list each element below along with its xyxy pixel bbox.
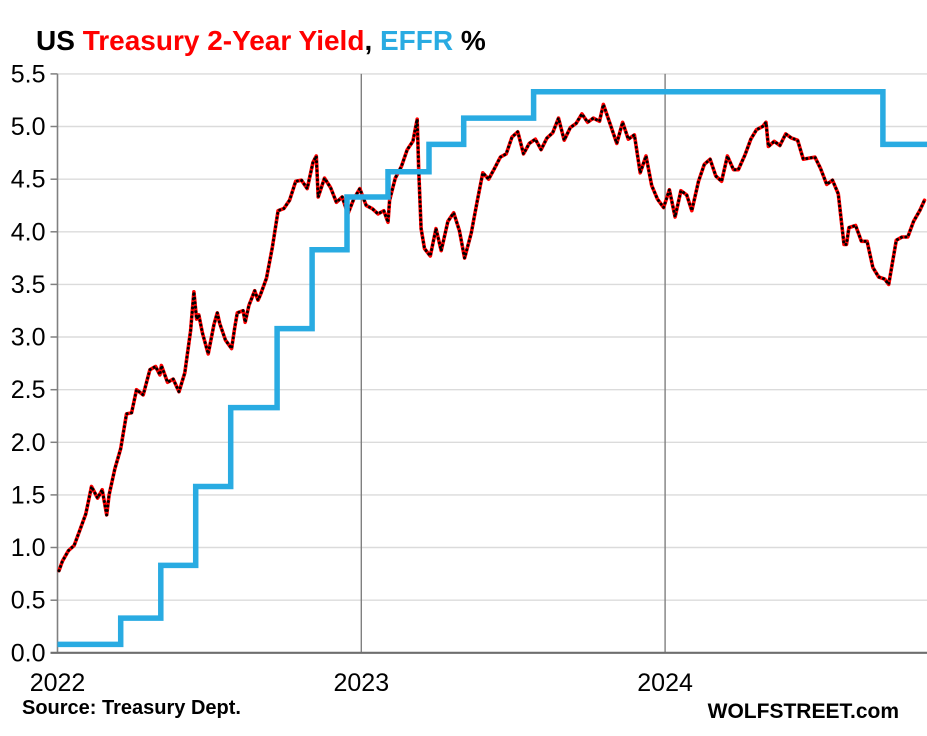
- title-segment: US: [36, 25, 83, 56]
- y-tick-label: 2.0: [11, 429, 46, 457]
- y-tick-label: 5.0: [11, 113, 46, 141]
- x-tick-label: 2022: [30, 669, 86, 697]
- x-tick-label: 2024: [637, 669, 693, 697]
- x-tick-label: 2023: [333, 669, 389, 697]
- y-tick-label: 1.0: [11, 534, 46, 562]
- chart-title: US Treasury 2-Year Yield, EFFR %: [36, 25, 486, 57]
- y-tick-label: 0.0: [11, 639, 46, 667]
- title-segment: %: [453, 25, 486, 56]
- treasury-2yr-yield-dots: [57, 102, 926, 573]
- y-tick-label: 1.5: [11, 481, 46, 509]
- y-tick-label: 2.5: [11, 376, 46, 404]
- wolfstreet-branding: WOLFSTREET.com: [707, 700, 899, 723]
- y-tick-label: 4.0: [11, 218, 46, 246]
- y-tick-label: 3.5: [11, 271, 46, 299]
- title-segment: Treasury 2-Year Yield: [82, 25, 365, 56]
- y-tick-label: 4.5: [11, 166, 46, 194]
- y-tick-label: 0.5: [11, 587, 46, 615]
- title-segment: ,: [364, 25, 380, 56]
- y-tick-label: 3.0: [11, 324, 46, 352]
- y-tick-label: 5.5: [11, 60, 46, 88]
- title-segment: EFFR: [380, 25, 454, 56]
- source-note: Source: Treasury Dept.: [22, 697, 241, 719]
- effr-step-line: [57, 89, 927, 648]
